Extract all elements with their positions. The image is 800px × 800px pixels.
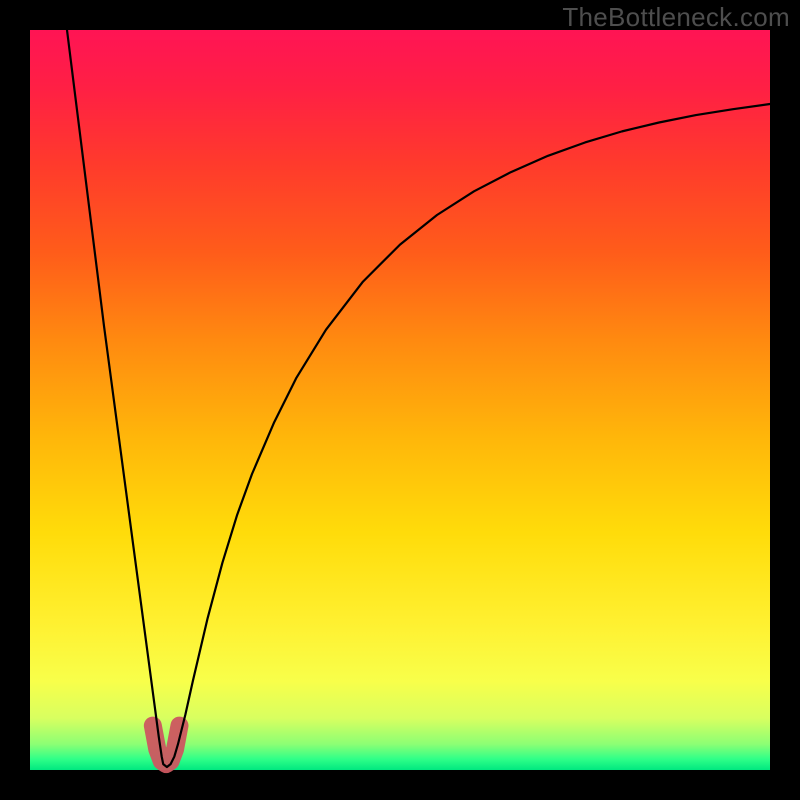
chart-container: TheBottleneck.com bbox=[0, 0, 800, 800]
watermark-text: TheBottleneck.com bbox=[562, 2, 790, 33]
bottleneck-chart bbox=[0, 0, 800, 800]
gradient-background bbox=[30, 30, 770, 770]
